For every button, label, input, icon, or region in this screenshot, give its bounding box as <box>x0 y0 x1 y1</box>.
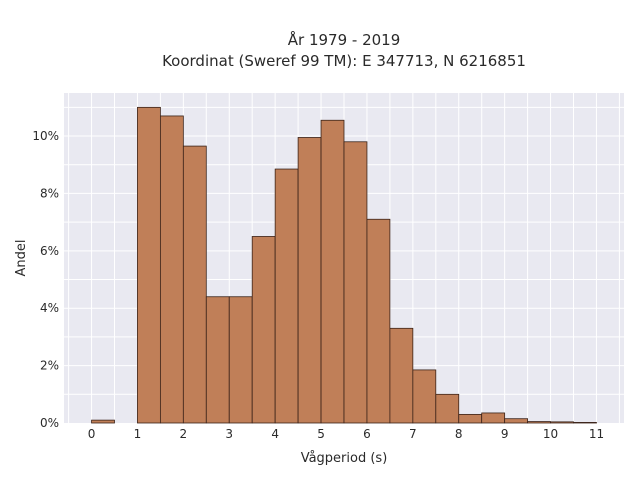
x-tick-label: 0 <box>88 427 96 441</box>
y-tick-label: 6% <box>40 244 59 258</box>
histogram-bar <box>251 236 276 424</box>
x-tick-label: 2 <box>180 427 188 441</box>
y-axis-ticks: 0% 2% 4% 6% 8% 10% <box>32 129 59 430</box>
y-tick-label: 8% <box>40 186 59 200</box>
x-tick-label: 6 <box>363 427 371 441</box>
histogram-bar <box>366 218 391 424</box>
x-tick-label: 7 <box>409 427 417 441</box>
x-tick-label: 9 <box>501 427 509 441</box>
histogram-bar <box>435 393 460 424</box>
y-tick-label: 4% <box>40 301 59 315</box>
x-tick-label: 10 <box>543 427 558 441</box>
bars <box>91 106 597 424</box>
histogram-bar <box>550 421 574 424</box>
histogram-bar <box>91 419 115 424</box>
histogram-bar <box>320 119 345 424</box>
histogram-bar <box>573 422 597 424</box>
y-axis-label: Andel <box>14 240 29 277</box>
x-tick-label: 4 <box>271 427 279 441</box>
histogram-bar <box>228 296 253 424</box>
chart-title: År 1979 - 2019 <box>288 30 401 49</box>
histogram-bar <box>481 412 506 424</box>
histogram-bar <box>205 296 230 424</box>
x-axis-label: Vågperiod (s) <box>301 451 388 466</box>
x-tick-label: 5 <box>317 427 325 441</box>
y-tick-label: 10% <box>32 129 59 143</box>
histogram-bar <box>343 141 368 424</box>
y-tick-label: 0% <box>40 416 59 430</box>
histogram-bar <box>274 168 299 424</box>
x-tick-label: 3 <box>225 427 233 441</box>
y-tick-label: 2% <box>40 359 59 373</box>
histogram-bar <box>182 145 207 424</box>
histogram-bar <box>458 413 483 424</box>
x-tick-label: 8 <box>455 427 463 441</box>
x-axis-ticks: 0 1 2 3 4 5 6 7 8 9 10 11 <box>88 427 604 441</box>
x-tick-label: 1 <box>134 427 142 441</box>
histogram-bar <box>159 115 184 424</box>
histogram-bar <box>389 327 414 424</box>
histogram-bar <box>137 106 161 424</box>
histogram-bar <box>412 369 437 424</box>
chart-subtitle: Koordinat (Sweref 99 TM): E 347713, N 62… <box>162 52 526 70</box>
histogram-bar <box>504 418 529 424</box>
histogram-bar <box>527 421 551 424</box>
x-tick-label: 11 <box>589 427 604 441</box>
histogram-bar <box>297 137 322 424</box>
